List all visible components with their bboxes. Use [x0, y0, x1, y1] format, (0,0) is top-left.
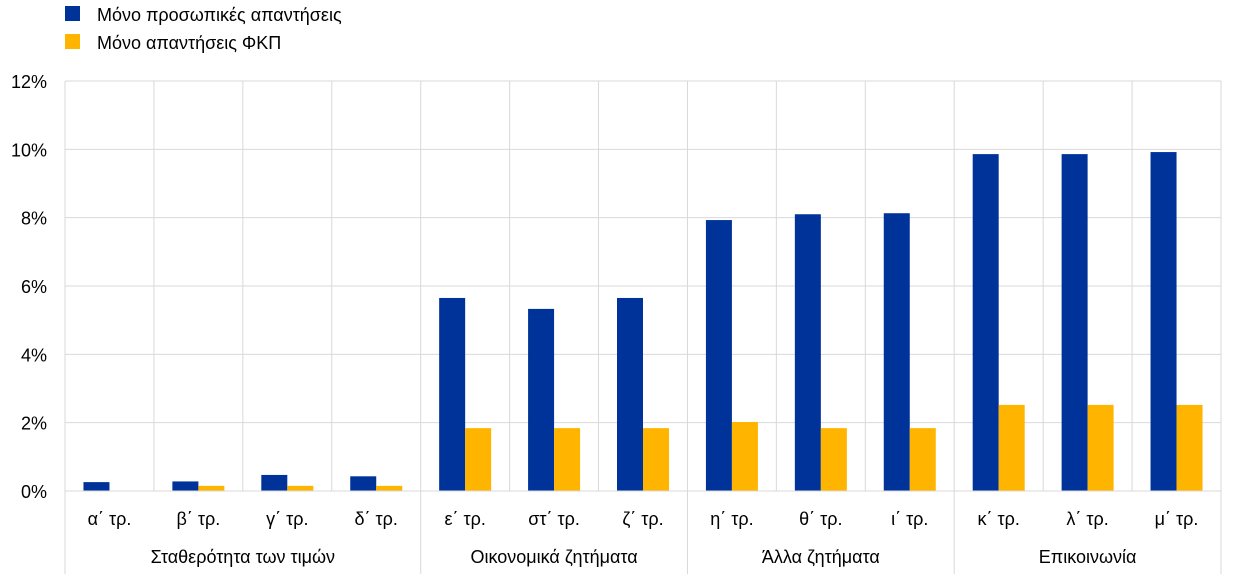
- bar-personal: [972, 154, 999, 491]
- x-axis: α΄ τρ. β΄ τρ. γ΄ τρ. δ΄ τρ. ε΄ τρ. στ΄ τρ. ζ΄ …: [64, 81, 1222, 574]
- bar-personal: [528, 308, 555, 491]
- group-label: Άλλα ζητήματα: [762, 547, 880, 567]
- gridlines: [65, 80, 1222, 491]
- y-tick-label: 0%: [21, 482, 47, 502]
- x-tick-label: γ΄ τρ.: [266, 509, 308, 529]
- bar-personal: [794, 214, 821, 491]
- group-label: Επικοινωνία: [1039, 547, 1137, 567]
- bar-fkp: [465, 428, 492, 491]
- bar-personal: [883, 213, 910, 491]
- bar-fkp: [1087, 404, 1114, 491]
- x-tick-label: η΄ τρ.: [710, 509, 753, 529]
- bar-fkp: [554, 428, 581, 491]
- bar-fkp: [820, 428, 847, 491]
- x-tick-label: στ΄ τρ.: [528, 509, 580, 529]
- legend-label-fkp: Μόνο απαντήσεις ΦΚΠ: [97, 33, 281, 53]
- y-tick-label: 10%: [11, 140, 47, 160]
- bars: [83, 152, 1203, 492]
- x-tick-label: α΄ τρ.: [88, 509, 132, 529]
- legend: Μόνο προσωπικές απαντήσεις Μόνο απαντήσε…: [65, 5, 342, 53]
- x-tick-label: λ΄ τρ.: [1066, 509, 1108, 529]
- x-tick-label: θ΄ τρ.: [799, 509, 842, 529]
- x-tick-label: μ΄ τρ.: [1155, 509, 1199, 529]
- bar-personal: [172, 481, 199, 491]
- bar-personal: [439, 297, 466, 491]
- bar-fkp: [998, 404, 1025, 491]
- bar-personal: [1150, 152, 1177, 492]
- bar-personal: [617, 297, 643, 491]
- bar-fkp: [909, 428, 936, 491]
- group-label: Οικονομικά ζητήματα: [470, 547, 637, 567]
- bar-personal: [261, 474, 288, 491]
- bar-fkp: [1176, 404, 1203, 491]
- bar-personal: [705, 220, 732, 491]
- x-tick-label: ζ΄ τρ.: [622, 509, 663, 529]
- legend-label-personal: Μόνο προσωπικές απαντήσεις: [97, 5, 342, 25]
- legend-swatch-personal: [65, 6, 80, 21]
- y-tick-label: 6%: [21, 277, 47, 297]
- y-tick-label: 2%: [21, 414, 47, 434]
- bar-fkp: [643, 428, 669, 491]
- y-tick-label: 12%: [11, 72, 47, 92]
- x-tick-label: β΄ τρ.: [177, 509, 221, 529]
- y-tick-label: 8%: [21, 209, 47, 229]
- x-tick-label: δ΄ τρ.: [355, 509, 398, 529]
- bar-personal: [83, 482, 110, 491]
- bar-personal: [1061, 154, 1088, 491]
- group-label: Σταθερότητα των τιμών: [151, 547, 335, 567]
- y-axis: 0% 2% 4% 6% 8% 10% 12%: [11, 72, 47, 502]
- bar-fkp: [376, 485, 403, 491]
- y-tick-label: 4%: [21, 345, 47, 365]
- x-tick-label: κ΄ τρ.: [978, 509, 1020, 529]
- bar-fkp: [198, 485, 225, 491]
- bar-fkp: [731, 421, 758, 491]
- bar-personal: [350, 476, 377, 491]
- bar-fkp: [287, 485, 314, 491]
- x-tick-label: ε΄ τρ.: [444, 509, 485, 529]
- legend-swatch-fkp: [65, 34, 80, 49]
- x-tick-label: ι΄ τρ.: [891, 509, 928, 529]
